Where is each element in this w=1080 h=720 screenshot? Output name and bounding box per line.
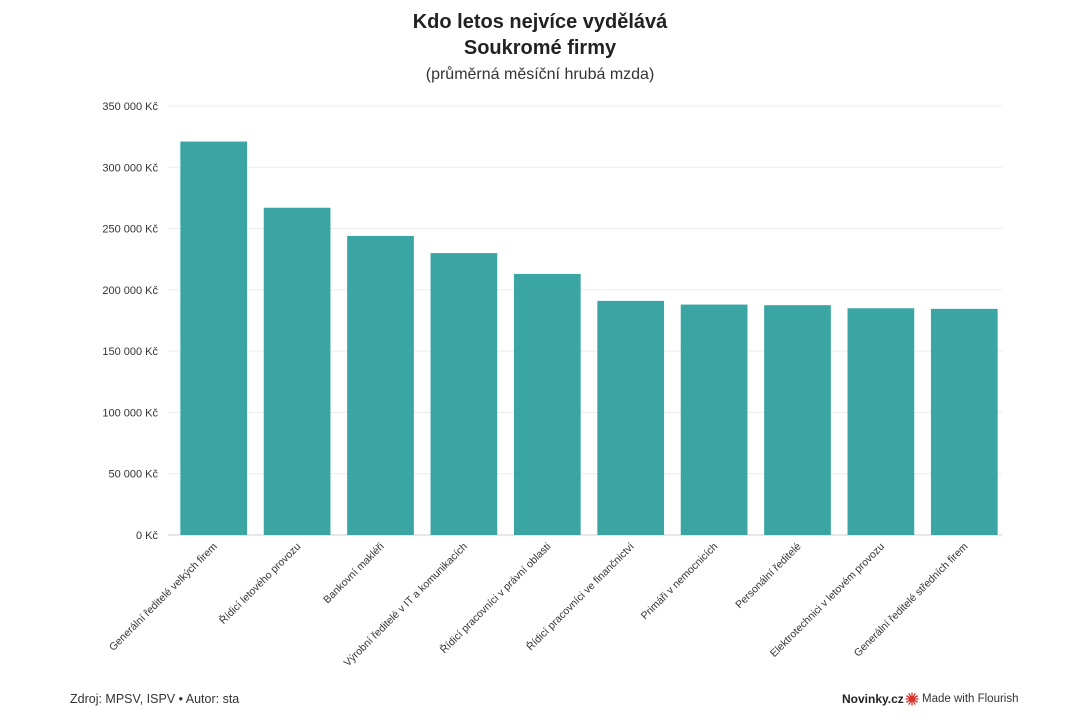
bar[interactable] [680,304,748,535]
bar[interactable] [263,207,331,535]
flourish-credit[interactable]: Made with Flourish [905,692,1019,706]
bar[interactable] [764,305,831,535]
bar[interactable] [180,141,248,535]
x-category-label: Generální ředitelé velkých firem [107,540,220,653]
source-credit: Zdroj: MPSV, ISPV • Autor: sta [70,692,240,706]
x-category-label: Bankovní makléři [321,541,386,606]
y-tick-label: 200 000 Kč [102,285,158,297]
y-tick-label: 150 000 Kč [102,346,158,358]
x-category-label: Řídicí letového provozu [216,540,303,627]
bar[interactable] [430,253,498,536]
bar-chart: 0 Kč 50 000 Kč 100 000 Kč 150 000 Kč 200 000… [102,101,1002,669]
bar[interactable] [513,273,581,535]
y-tick-label: 100 000 Kč [102,407,158,419]
y-tick-label: 0 Kč [136,530,159,542]
bar[interactable] [847,308,915,535]
y-tick-label: 250 000 Kč [102,224,158,236]
bar[interactable] [930,308,998,535]
x-category-label: Personální ředitelé [733,541,804,612]
chart-subtitle: (průměrná měsíční hrubá mzda) [425,66,655,83]
chart-title-line1: Kdo letos nejvíce vydělává [412,11,668,33]
brand-logo[interactable]: Novinky.cz [842,692,904,706]
bar[interactable] [597,300,665,535]
flourish-label: Made with Flourish [922,693,1019,705]
flourish-logo-icon [905,692,919,706]
x-category-label: Primáři v nemocnicích [639,541,721,623]
bar[interactable] [347,235,414,535]
y-tick-label: 50 000 Kč [108,469,158,481]
chart-title-line2: Soukromé firmy [463,37,617,59]
y-tick-label: 350 000 Kč [102,101,158,113]
y-tick-label: 300 000 Kč [102,162,158,174]
